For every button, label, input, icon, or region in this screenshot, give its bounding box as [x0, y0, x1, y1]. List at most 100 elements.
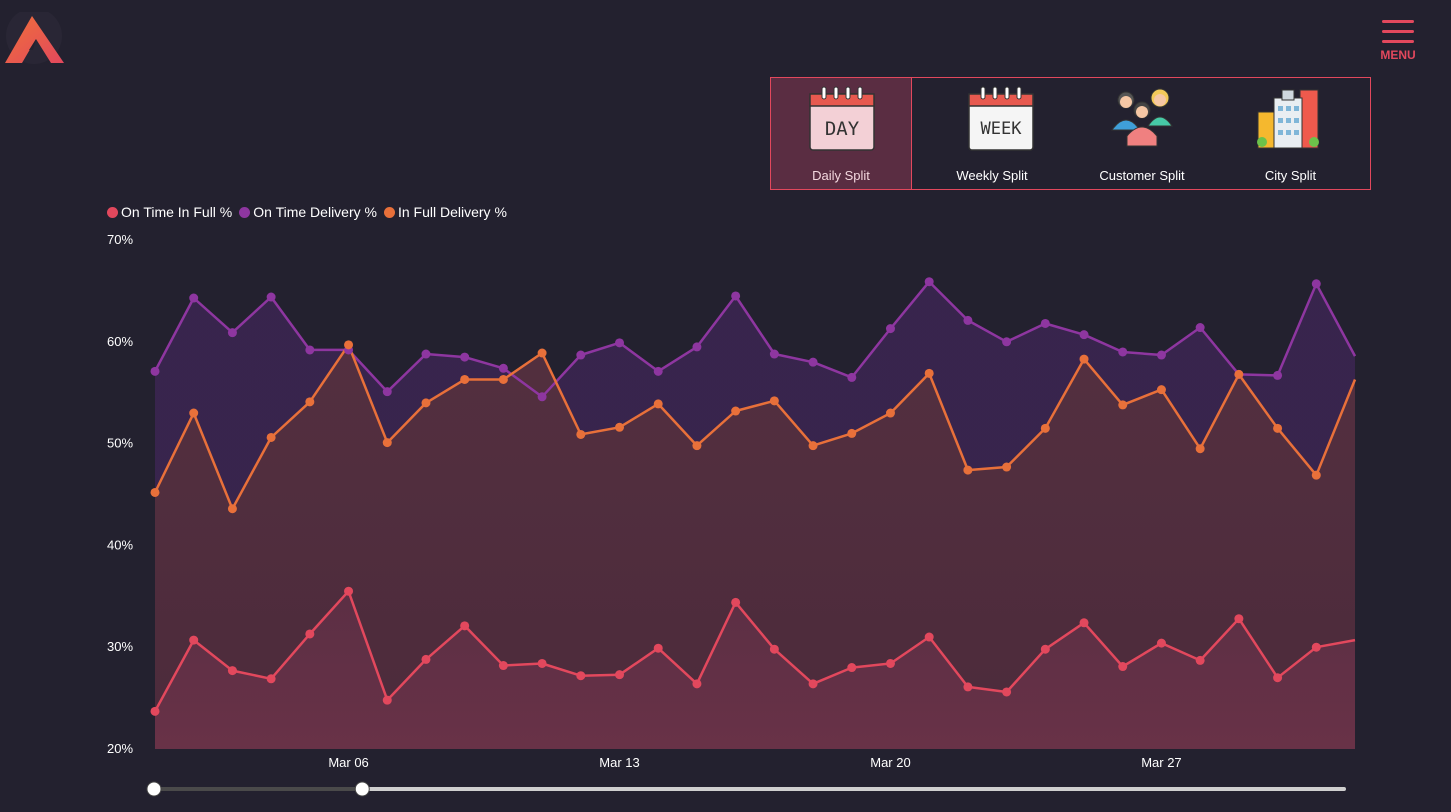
point-otd[interactable] — [1002, 337, 1012, 347]
point-ifd[interactable] — [692, 441, 702, 451]
point-ifd[interactable] — [1156, 385, 1166, 395]
point-otd[interactable] — [460, 352, 470, 362]
point-ifd[interactable] — [1273, 423, 1283, 433]
tab-daily-split[interactable]: DAY Daily Split — [771, 78, 912, 189]
brand-logo-icon[interactable] — [2, 12, 66, 68]
point-ifd[interactable] — [1234, 369, 1244, 379]
point-otif[interactable] — [615, 670, 625, 680]
point-ifd[interactable] — [615, 422, 625, 432]
point-otd[interactable] — [1079, 330, 1089, 340]
point-otd[interactable] — [1040, 318, 1050, 328]
point-otif[interactable] — [576, 671, 586, 681]
point-otif[interactable] — [1118, 662, 1128, 672]
point-otif[interactable] — [731, 597, 741, 607]
point-otif[interactable] — [537, 658, 547, 668]
point-otd[interactable] — [692, 342, 702, 352]
point-otif[interactable] — [885, 658, 895, 668]
point-ifd[interactable] — [1311, 470, 1321, 480]
point-otd[interactable] — [498, 363, 508, 373]
point-ifd[interactable] — [150, 487, 160, 497]
point-otd[interactable] — [1311, 279, 1321, 289]
tab-customer-split[interactable]: Customer Split — [1072, 78, 1212, 189]
point-otd[interactable] — [1273, 370, 1283, 380]
point-otd[interactable] — [189, 293, 199, 303]
point-ifd[interactable] — [731, 406, 741, 416]
point-otif[interactable] — [924, 632, 934, 642]
point-ifd[interactable] — [537, 348, 547, 358]
point-otd[interactable] — [227, 328, 237, 338]
point-otif[interactable] — [692, 679, 702, 689]
point-ifd[interactable] — [266, 432, 276, 442]
slider-handle-start[interactable] — [146, 781, 162, 797]
point-otd[interactable] — [615, 338, 625, 348]
point-otif[interactable] — [808, 679, 818, 689]
point-ifd[interactable] — [305, 397, 315, 407]
legend-item-otd[interactable]: On Time Delivery % — [239, 204, 377, 220]
point-ifd[interactable] — [769, 396, 779, 406]
point-ifd[interactable] — [1118, 400, 1128, 410]
point-ifd[interactable] — [1079, 354, 1089, 364]
point-ifd[interactable] — [1002, 462, 1012, 472]
point-ifd[interactable] — [498, 374, 508, 384]
point-otif[interactable] — [653, 643, 663, 653]
point-otd[interactable] — [1118, 347, 1128, 357]
point-otd[interactable] — [847, 372, 857, 382]
point-ifd[interactable] — [808, 441, 818, 451]
point-otif[interactable] — [421, 654, 431, 664]
legend-item-ifd[interactable]: In Full Delivery % — [383, 204, 507, 220]
point-otif[interactable] — [1311, 642, 1321, 652]
point-otd[interactable] — [963, 315, 973, 325]
point-otd[interactable] — [305, 345, 315, 355]
range-slider[interactable] — [146, 781, 1346, 797]
point-otd[interactable] — [769, 349, 779, 359]
point-ifd[interactable] — [576, 429, 586, 439]
point-ifd[interactable] — [344, 340, 354, 350]
point-otd[interactable] — [576, 350, 586, 360]
slider-handle-end[interactable] — [354, 781, 370, 797]
point-otd[interactable] — [1195, 323, 1205, 333]
menu-button[interactable]: MENU — [1374, 20, 1422, 70]
point-otif[interactable] — [1156, 638, 1166, 648]
point-otd[interactable] — [1156, 350, 1166, 360]
point-otif[interactable] — [1040, 644, 1050, 654]
point-otif[interactable] — [1195, 655, 1205, 665]
point-otd[interactable] — [537, 392, 547, 402]
point-otif[interactable] — [847, 663, 857, 673]
point-otif[interactable] — [382, 695, 392, 705]
tab-weekly-split[interactable]: WEEK Weekly Split — [912, 78, 1072, 189]
point-otif[interactable] — [266, 674, 276, 684]
point-otif[interactable] — [344, 586, 354, 596]
point-otif[interactable] — [498, 661, 508, 671]
point-otd[interactable] — [731, 291, 741, 301]
point-ifd[interactable] — [885, 408, 895, 418]
point-otif[interactable] — [150, 706, 160, 716]
point-otif[interactable] — [1234, 614, 1244, 624]
point-otif[interactable] — [305, 629, 315, 639]
point-otif[interactable] — [1079, 618, 1089, 628]
point-otif[interactable] — [227, 666, 237, 676]
point-otd[interactable] — [150, 366, 160, 376]
point-ifd[interactable] — [653, 399, 663, 409]
point-otif[interactable] — [189, 635, 199, 645]
point-ifd[interactable] — [924, 368, 934, 378]
point-otif[interactable] — [1273, 673, 1283, 683]
point-ifd[interactable] — [227, 504, 237, 514]
point-ifd[interactable] — [460, 374, 470, 384]
point-otif[interactable] — [963, 682, 973, 692]
tab-city-split[interactable]: City Split — [1212, 78, 1369, 189]
point-ifd[interactable] — [1040, 423, 1050, 433]
point-otd[interactable] — [808, 357, 818, 367]
point-ifd[interactable] — [421, 398, 431, 408]
point-ifd[interactable] — [1195, 444, 1205, 454]
point-ifd[interactable] — [382, 438, 392, 448]
point-ifd[interactable] — [847, 428, 857, 438]
point-otd[interactable] — [266, 292, 276, 302]
point-otif[interactable] — [1002, 687, 1012, 697]
point-otd[interactable] — [885, 324, 895, 334]
point-otif[interactable] — [460, 621, 470, 631]
legend-item-otif[interactable]: On Time In Full % — [107, 204, 232, 220]
point-otd[interactable] — [924, 277, 934, 287]
point-ifd[interactable] — [189, 408, 199, 418]
point-otd[interactable] — [421, 349, 431, 359]
point-otd[interactable] — [653, 366, 663, 376]
